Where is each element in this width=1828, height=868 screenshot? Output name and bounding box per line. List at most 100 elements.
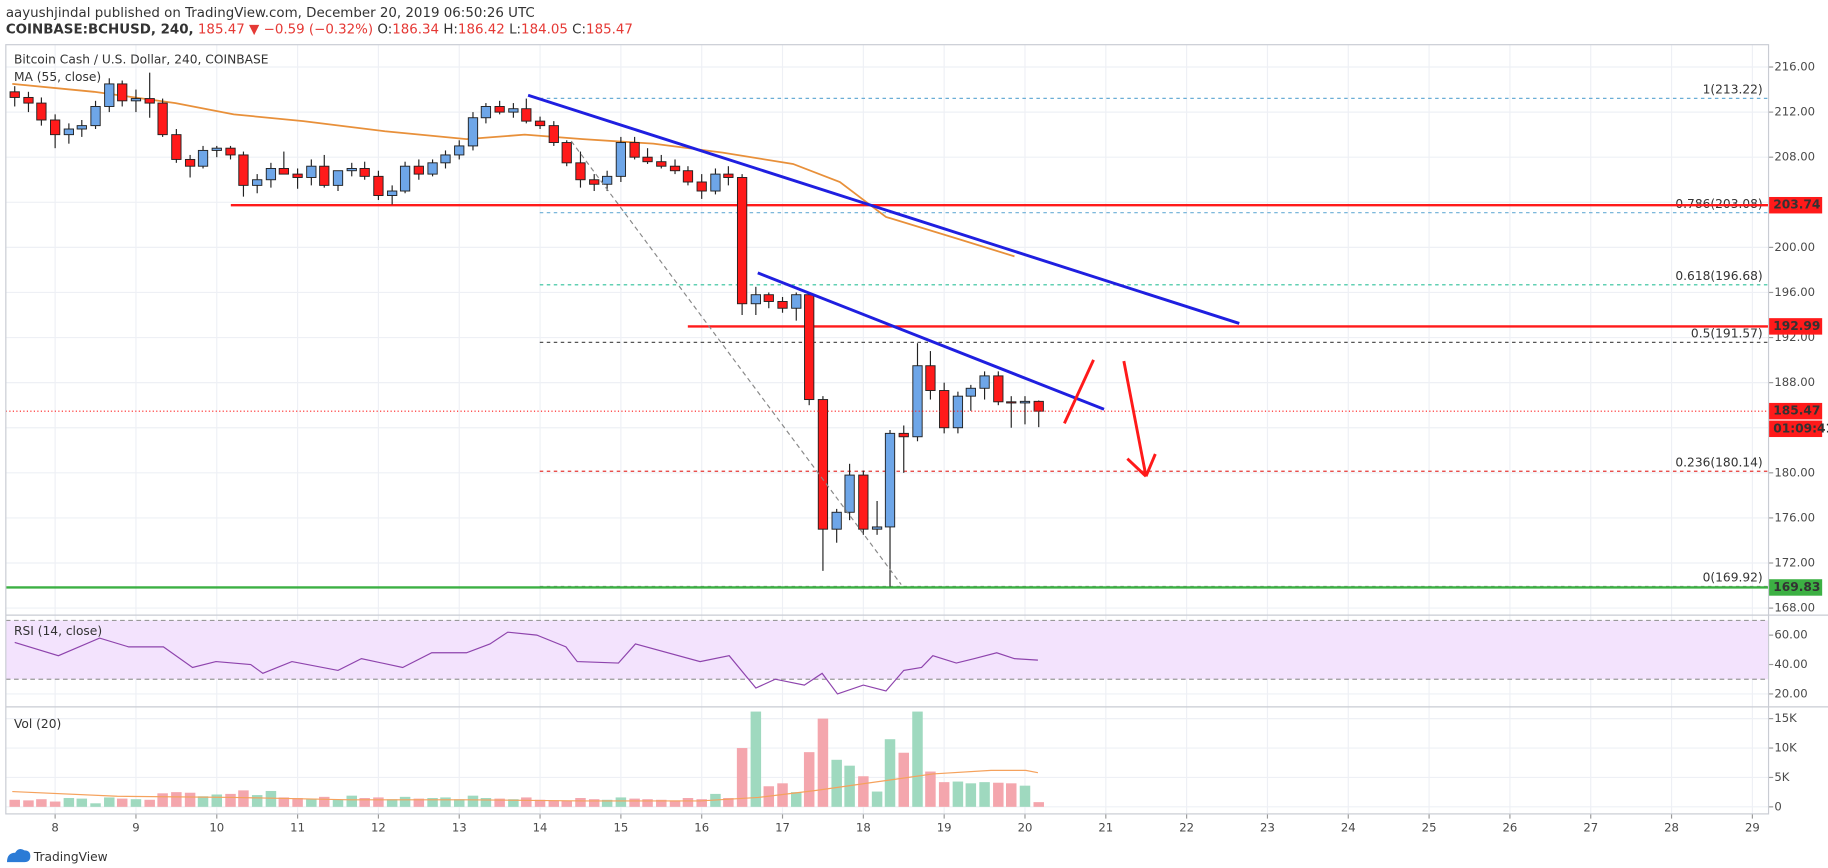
volume-bar <box>76 798 88 807</box>
candle-body <box>440 154 451 164</box>
volume-bar <box>642 799 653 807</box>
volume-ma <box>12 769 1039 802</box>
volume-bar <box>884 739 896 807</box>
y-tick-label: 60.00 <box>1774 628 1807 642</box>
x-tick-label: 25 <box>1422 820 1437 834</box>
candle-body <box>265 167 277 181</box>
y-tick-label: 216.00 <box>1774 59 1815 73</box>
volume-bar <box>979 782 990 807</box>
countdown: 01:09:41 <box>1773 421 1828 435</box>
y-tick-label: 15K <box>1774 711 1797 725</box>
x-tick-label: 8 <box>51 820 58 834</box>
volume-bar <box>373 797 384 807</box>
volume-bar <box>682 798 694 807</box>
volume-bar <box>130 799 142 807</box>
candle-body <box>844 474 855 513</box>
volume-bar <box>508 799 519 807</box>
candle-body <box>979 375 990 389</box>
candle-body <box>521 108 532 122</box>
volume-bar <box>413 798 425 807</box>
axis-price-label: 192.99 <box>1773 319 1820 333</box>
volume-bar <box>480 798 492 807</box>
volume-bar <box>9 799 20 807</box>
axis-price-label: 185.47 <box>1773 404 1820 418</box>
volume-bar <box>588 799 600 807</box>
volume-bar <box>171 792 182 807</box>
candle-body <box>939 390 950 429</box>
volume-bar <box>144 799 155 807</box>
volume-bar <box>197 796 209 807</box>
y-tick-label: 180.00 <box>1774 465 1815 479</box>
volume-bar <box>265 790 277 807</box>
candle-body <box>884 432 896 528</box>
x-tick-label: 13 <box>452 820 467 834</box>
candle-body <box>669 165 681 172</box>
volume-bar <box>157 793 168 807</box>
volume-bar <box>63 798 75 807</box>
volume-bar <box>238 790 249 807</box>
axis-price-label: 203.74 <box>1773 198 1820 212</box>
price: 185.47 <box>198 22 245 37</box>
volume-bar <box>669 800 681 807</box>
symbol-line: COINBASE:BCHUSD, 240, 185.47 ▼ −0.59 (−0… <box>6 22 633 37</box>
volume-bar <box>858 776 869 807</box>
candle-body <box>602 175 613 185</box>
fib-label: 0.786(203.08) <box>1675 197 1762 211</box>
candle-body <box>575 162 586 181</box>
candle-body <box>36 102 47 121</box>
y-tick-label: 20.00 <box>1774 686 1807 700</box>
volume-bar <box>803 752 815 807</box>
volume-bar <box>211 794 223 807</box>
candle-body <box>144 98 155 104</box>
candle-body <box>387 190 398 196</box>
candle-body <box>184 158 196 167</box>
volume-bar <box>184 792 196 807</box>
volume-bar <box>1019 785 1031 807</box>
volume-bar <box>494 798 505 807</box>
down-arrow <box>1122 360 1157 478</box>
candle-body <box>306 165 317 178</box>
volume-bar <box>90 803 101 807</box>
volume-bar <box>871 791 883 807</box>
volume-bar <box>386 799 398 807</box>
ohlc-key: L: <box>509 22 521 37</box>
candle-body <box>480 105 492 119</box>
volume-bar <box>696 799 707 807</box>
volume-bar <box>938 782 950 807</box>
x-tick-label: 26 <box>1503 820 1518 834</box>
candle-body <box>548 125 559 144</box>
candle-body <box>63 128 74 136</box>
candle-body <box>629 142 640 158</box>
y-tick-label: 212.00 <box>1774 105 1815 119</box>
volume-bar <box>615 797 627 807</box>
y-tick-label: 208.00 <box>1774 150 1815 164</box>
candle-body <box>171 134 182 160</box>
candle-body <box>831 511 842 530</box>
trend-line <box>757 271 1105 411</box>
candle-body <box>898 432 909 438</box>
volume-bar <box>791 792 802 807</box>
volume-bar <box>36 799 47 807</box>
candle-body <box>23 96 34 104</box>
candle-body <box>494 105 505 113</box>
x-tick-label: 28 <box>1664 820 1679 834</box>
candle-body <box>777 301 788 309</box>
volume-bar <box>49 801 61 807</box>
symbol: COINBASE:BCHUSD, 240, <box>6 22 194 37</box>
fib-label: 0.5(191.57) <box>1691 327 1763 341</box>
x-tick-label: 19 <box>937 820 952 834</box>
candle-body <box>9 91 20 98</box>
y-tick-label: 5K <box>1774 770 1789 784</box>
candle-body <box>427 162 438 175</box>
candle-body <box>278 167 289 175</box>
ohlc-value: 186.34 <box>392 22 439 37</box>
volume-bar <box>1006 783 1017 807</box>
x-tick-label: 22 <box>1179 820 1194 834</box>
candle-body <box>225 147 236 156</box>
y-tick-label: 40.00 <box>1774 657 1807 671</box>
volume-bar <box>817 718 829 807</box>
volume-bar <box>225 793 236 807</box>
candle-body <box>736 177 748 305</box>
x-tick-label: 21 <box>1098 820 1113 834</box>
